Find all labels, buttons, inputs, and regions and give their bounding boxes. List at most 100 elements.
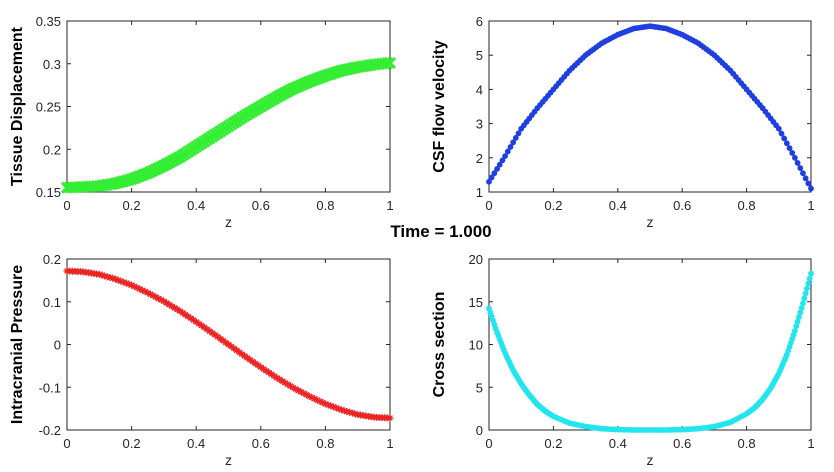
data-point — [808, 270, 814, 277]
data-point — [778, 130, 785, 137]
data-point — [383, 56, 397, 69]
data-point — [265, 369, 273, 377]
data-point — [321, 400, 329, 408]
data-point — [313, 396, 321, 404]
x-tick-label: 0.4 — [609, 198, 627, 213]
data-point — [133, 284, 141, 292]
data-point — [351, 410, 359, 418]
x-tick-label: 1 — [386, 198, 393, 213]
data-point — [120, 278, 128, 286]
data-point — [381, 57, 394, 70]
data-point — [289, 384, 297, 392]
y-tick-label: 0.2 — [43, 252, 61, 267]
y-tick-label: -0.1 — [39, 380, 61, 395]
y-tick-label: 15 — [469, 295, 483, 310]
data-point — [146, 290, 154, 298]
y-axis-label: Cross section — [431, 292, 448, 398]
plot-area — [488, 20, 812, 193]
data-point — [775, 125, 782, 132]
data-point — [311, 395, 319, 403]
y-tick-label: 4 — [476, 82, 483, 97]
data-point — [305, 392, 313, 400]
data-point — [165, 301, 173, 309]
x-tick-label: 0.4 — [187, 198, 205, 213]
data-point — [155, 294, 163, 302]
data-point — [303, 391, 311, 399]
data-point — [101, 272, 109, 280]
data-point — [190, 316, 198, 324]
data-point — [128, 281, 136, 289]
data-point — [327, 402, 335, 410]
data-point — [346, 408, 354, 416]
data-point — [268, 370, 276, 378]
x-axis-label: z — [225, 214, 232, 230]
data-point — [181, 311, 189, 319]
data-point — [286, 382, 294, 390]
data-point — [173, 306, 181, 314]
data-point — [117, 277, 125, 285]
y-tick-label: 20 — [469, 252, 483, 267]
x-tick-label: 0.4 — [609, 436, 627, 451]
data-point — [316, 397, 324, 405]
data-point — [512, 134, 519, 141]
data-point — [106, 274, 114, 282]
data-point — [319, 399, 327, 407]
x-tick-label: 0 — [63, 436, 70, 451]
data-point — [802, 175, 809, 182]
data-point — [144, 289, 152, 297]
data-point — [276, 375, 284, 383]
data-point — [343, 407, 351, 415]
data-point — [259, 365, 267, 373]
x-tick-label: 0.8 — [738, 198, 756, 213]
data-point — [792, 154, 798, 161]
y-tick-label: 0 — [54, 338, 61, 353]
data-point — [805, 180, 812, 187]
data-point — [292, 385, 300, 393]
data-point — [496, 161, 503, 168]
data-point — [111, 275, 119, 283]
data-point — [335, 405, 343, 413]
x-tick-label: 0.8 — [316, 436, 334, 451]
plot-area — [66, 20, 391, 193]
data-point — [284, 380, 292, 388]
x-axis-label: z — [647, 452, 654, 468]
data-point — [800, 300, 806, 307]
y-tick-label: 3 — [476, 117, 483, 132]
data-point — [499, 157, 506, 164]
data-point — [270, 372, 278, 380]
data-point — [794, 160, 801, 166]
data-point — [491, 170, 498, 177]
y-tick-label: 10 — [469, 338, 483, 353]
data-point — [179, 309, 187, 317]
y-tick-label: 0.2 — [43, 142, 61, 157]
x-tick-label: 0.2 — [544, 198, 562, 213]
y-tick-label: 0.3 — [43, 57, 61, 72]
y-tick-label: 6 — [476, 14, 483, 29]
data-point — [281, 379, 289, 387]
x-tick-label: 0.6 — [252, 436, 270, 451]
x-tick-label: 1 — [386, 436, 393, 451]
y-tick-label: 0.15 — [36, 185, 61, 200]
data-point — [160, 297, 168, 305]
data-point — [98, 271, 106, 279]
data-point — [125, 280, 133, 288]
data-point — [348, 409, 356, 417]
data-point — [797, 165, 804, 171]
data-point — [171, 304, 179, 312]
data-point — [786, 145, 793, 152]
x-tick-label: 0.6 — [252, 198, 270, 213]
data-point — [504, 148, 511, 155]
data-point — [294, 387, 302, 395]
data-point — [297, 388, 305, 396]
data-point — [130, 282, 138, 290]
plot-csf-flow-velocity: 0 0.2 0.4 0.6 0.8 1 1 2 3 4 5 6 CSF flow velocity z — [431, 14, 815, 230]
y-axis-label: Tissue Displacement — [9, 26, 26, 186]
data-point — [324, 401, 332, 409]
data-point — [806, 275, 813, 282]
data-point — [488, 174, 495, 181]
y-tick-label: 0.35 — [36, 14, 61, 29]
y-tick-label: 0.25 — [36, 100, 61, 115]
plot-tissue-displacement: 0 0.2 0.4 0.6 0.8 1 0.15 0.2 0.25 0.3 0.35 Tissue D… — [9, 14, 397, 230]
x-tick-label: 0 — [63, 198, 70, 213]
x-tick-label: 0.8 — [316, 198, 334, 213]
